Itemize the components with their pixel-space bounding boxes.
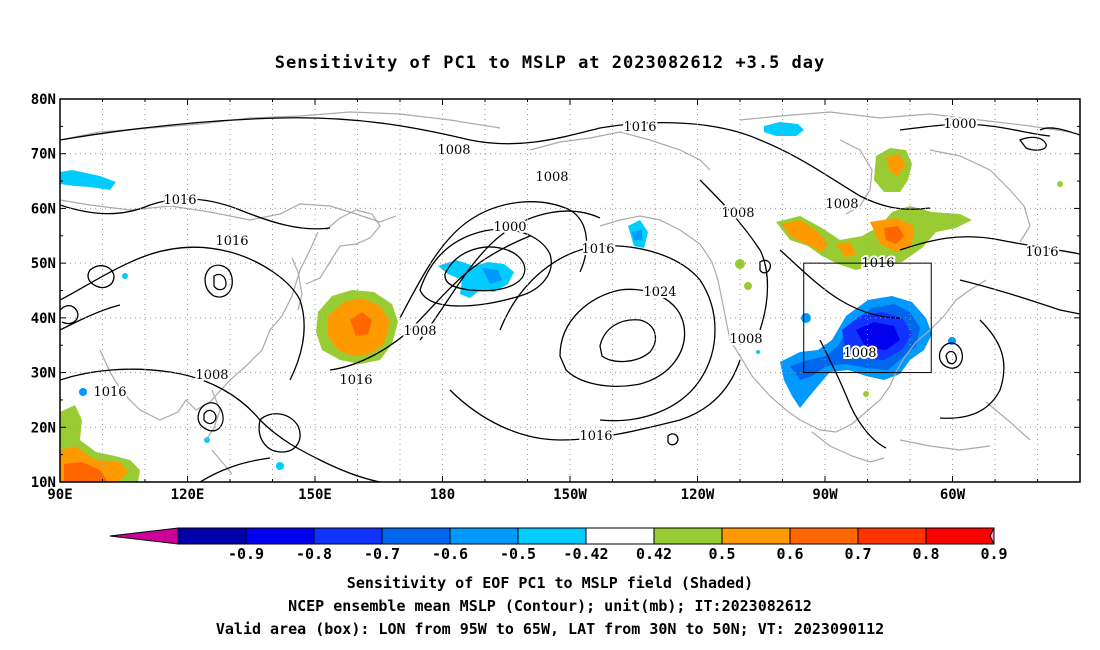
latitude-labels: 80N 70N 60N 50N 40N 30N 20N 10N <box>31 92 56 491</box>
lon-label: 90E <box>47 487 72 503</box>
contour-label: 1008 <box>721 206 754 221</box>
colorbar-swatch <box>177 527 247 545</box>
colorbar-label: -0.7 <box>364 545 400 563</box>
colorbar-swatch <box>925 527 995 545</box>
lat-label: 50N <box>31 256 56 272</box>
longitude-labels: 90E 120E 150E 180 150W 120W 90W 60W <box>47 487 965 503</box>
contour-label: 1016 <box>581 242 614 257</box>
contour-label: 1016 <box>163 193 196 208</box>
lon-label: 60W <box>940 487 966 503</box>
caption-line-2: NCEP ensemble mean MSLP (Contour); unit(… <box>288 597 812 615</box>
caption-line-1: Sensitivity of EOF PC1 to MSLP field (Sh… <box>347 574 753 592</box>
lon-label: 180 <box>430 487 455 503</box>
lat-label: 30N <box>31 366 56 382</box>
caption-line-3: Valid area (box): LON from 95W to 65W, L… <box>216 620 884 638</box>
map-panel: 1016 1008 1008 1016 1000 1016 1016 1008 … <box>60 111 1080 482</box>
lat-label: 20N <box>31 420 56 436</box>
colorbar-swatch <box>245 527 315 545</box>
mslp-contours <box>60 117 1080 482</box>
colorbar-swatch <box>381 527 451 545</box>
colorbar-label: 0.8 <box>912 545 939 563</box>
colorbar-label: 0.9 <box>980 545 1007 563</box>
colorbar-swatch <box>857 527 927 545</box>
colorbar-label: 0.6 <box>776 545 803 563</box>
lon-label: 150W <box>553 487 587 503</box>
colorbar-label: -0.9 <box>228 545 264 563</box>
lat-label: 60N <box>31 201 56 217</box>
contour-label: 1016 <box>339 373 372 388</box>
colorbar-swatch <box>653 527 723 545</box>
lat-label: 80N <box>31 92 56 108</box>
colorbar-swatch <box>517 527 587 545</box>
lon-label: 120W <box>681 487 715 503</box>
colorbar-swatch <box>721 527 791 545</box>
colorbar-swatch <box>789 527 859 545</box>
contour-label: 1008 <box>403 324 436 339</box>
map-frame <box>59 98 1081 483</box>
lon-label: 120E <box>171 487 205 503</box>
contour-label: 1016 <box>1025 245 1058 260</box>
contour-label: 1008 <box>843 346 876 361</box>
contour-label: 1008 <box>825 197 858 212</box>
lon-label: 150E <box>298 487 332 503</box>
contour-label: 1000 <box>493 220 526 235</box>
contour-labels: 1016 1008 1008 1016 1000 1016 1016 1008 … <box>91 115 1060 446</box>
colorbar-swatch <box>313 527 383 545</box>
contour-label: 1008 <box>437 143 470 158</box>
sensitivity-shading <box>60 122 1063 482</box>
lat-label: 70N <box>31 147 56 163</box>
contour-label: 1008 <box>535 170 568 185</box>
colorbar-swatch <box>449 527 519 545</box>
colorbar-label: 0.5 <box>708 545 735 563</box>
contour-label: 1024 <box>643 285 676 300</box>
colorbar-label: -0.6 <box>432 545 468 563</box>
figure-title: Sensitivity of PC1 to MSLP at 2023082612… <box>275 53 826 73</box>
colorbar-high-arrow <box>989 527 995 545</box>
contour-label: 1000 <box>943 117 976 132</box>
colorbar-label: -0.5 <box>500 545 536 563</box>
colorbar-label: 0.42 <box>636 545 672 563</box>
contour-label: 1016 <box>215 234 248 249</box>
colorbar: -0.9 -0.8 -0.7 -0.6 -0.5 -0.42 0.42 0.5 0.6 0.7 0.… <box>109 527 1008 563</box>
lon-label: 90W <box>812 487 838 503</box>
colorbar-label: 0.7 <box>844 545 871 563</box>
contour-label: 1016 <box>579 429 612 444</box>
colorbar-swatch <box>585 527 655 545</box>
lat-label: 40N <box>31 311 56 327</box>
lat-lon-grid <box>59 98 1081 483</box>
colorbar-low-arrow <box>109 527 179 545</box>
colorbar-label: -0.8 <box>296 545 332 563</box>
contour-label: 1016 <box>623 120 656 135</box>
colorbar-label: -0.42 <box>563 545 608 563</box>
contour-label: 1008 <box>729 332 762 347</box>
valid-area-box <box>803 262 932 374</box>
caption: Sensitivity of EOF PC1 to MSLP field (Sh… <box>216 574 884 638</box>
lat-label: 10N <box>31 475 56 491</box>
contour-label: 1008 <box>195 368 228 383</box>
coastlines <box>60 111 1071 475</box>
contour-label: 1016 <box>93 385 126 400</box>
